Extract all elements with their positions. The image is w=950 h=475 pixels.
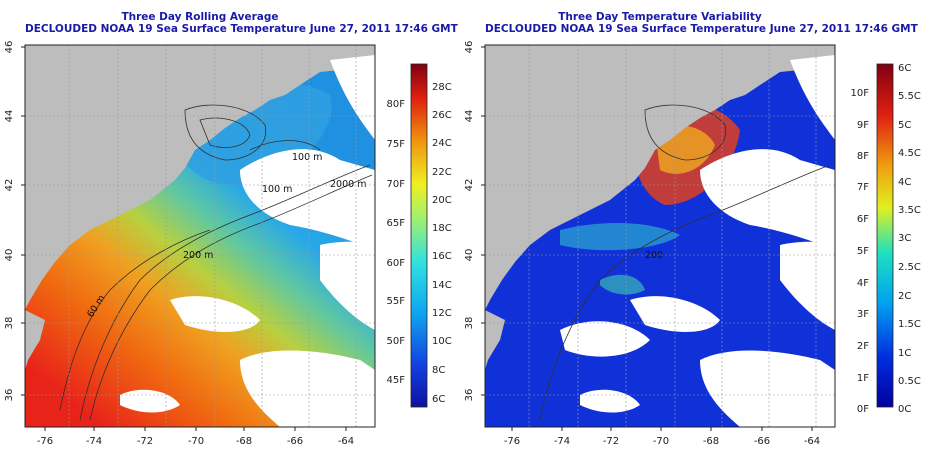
colorbar-f-label: 65F <box>387 218 406 229</box>
colorbar-f-label: 60F <box>387 258 406 269</box>
left-map-subtitle: DECLOUDED NOAA 19 Sea Surface Temperatur… <box>25 23 458 35</box>
colorbar-c-label: 20C <box>432 195 452 206</box>
colorbar-c-label: 10C <box>432 336 452 347</box>
left-map-title: Three Day Rolling Average <box>121 11 279 23</box>
colorbar-c-label: 6C <box>432 394 445 405</box>
y-tick-label: 42 <box>4 179 15 192</box>
y-tick-label: 36 <box>4 389 15 402</box>
x-tick-label: -74 <box>86 436 102 447</box>
colorbar-c-label: 18C <box>432 223 452 234</box>
colorbar-c-label: 28C <box>432 82 452 93</box>
x-tick-label: -70 <box>188 436 204 447</box>
right-map-title: Three Day Temperature Variability <box>558 11 762 23</box>
colorbar-c-label: 22C <box>432 167 452 178</box>
x-tick-label: -68 <box>236 436 252 447</box>
contour-label: 100 m <box>292 152 322 163</box>
colorbar-c-label: 14C <box>432 280 452 291</box>
colorbar-c-label: 16C <box>432 251 452 262</box>
x-tick-label: -64 <box>338 436 354 447</box>
colorbar-f-label: 55F <box>387 296 406 307</box>
contour-label: 200 m <box>183 250 213 261</box>
sst-colorbar <box>410 63 428 408</box>
colorbar-c-label: 26C <box>432 110 452 121</box>
y-tick-label: 38 <box>4 317 15 330</box>
y-tick-label: 40 <box>4 249 15 262</box>
colorbar-f-label: 70F <box>387 179 406 190</box>
colorbar-f-label: 45F <box>387 375 406 386</box>
colorbar-c-label: 24C <box>432 138 452 149</box>
colorbar-c-label: 12C <box>432 308 452 319</box>
y-tick-label: 46 <box>4 41 15 54</box>
x-tick-label: -72 <box>137 436 153 447</box>
colorbar-f-label: 80F <box>387 99 406 110</box>
colorbar-c-label: 8C <box>432 365 445 376</box>
colorbar-f-label: 50F <box>387 336 406 347</box>
x-tick-label: -76 <box>37 436 53 447</box>
x-tick-label: -66 <box>287 436 303 447</box>
right-map-subtitle: DECLOUDED NOAA 19 Sea Surface Temperatur… <box>485 23 918 35</box>
colorbar-f-label: 75F <box>387 139 406 150</box>
contour-label: 2000 m <box>330 179 366 190</box>
y-tick-label: 44 <box>4 110 15 123</box>
contour-label: 100 m <box>262 184 292 195</box>
